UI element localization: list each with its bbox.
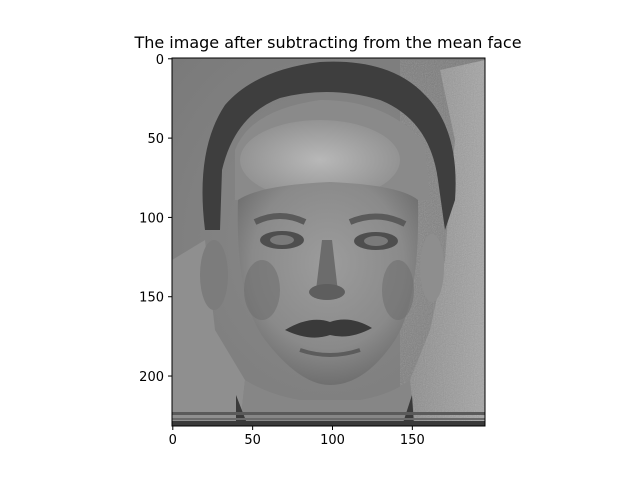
axes-frame — [171, 57, 486, 427]
x-tick-label: 100 — [320, 433, 345, 448]
x-tick-label: 50 — [244, 433, 261, 448]
x-tick-label: 0 — [169, 433, 177, 448]
y-tick-label: 0 — [156, 53, 164, 68]
x-tick-label: 150 — [400, 433, 425, 448]
y-tick-label: 200 — [139, 370, 164, 385]
ticks-layer: 0 50 100 150 0 50 100 150 200 — [139, 53, 425, 448]
y-tick-label: 100 — [139, 211, 164, 226]
face-image — [172, 58, 485, 426]
plot-title: The image after subtracting from the mea… — [134, 33, 522, 52]
y-tick-label: 150 — [139, 291, 164, 306]
y-tick-label: 50 — [147, 132, 164, 147]
